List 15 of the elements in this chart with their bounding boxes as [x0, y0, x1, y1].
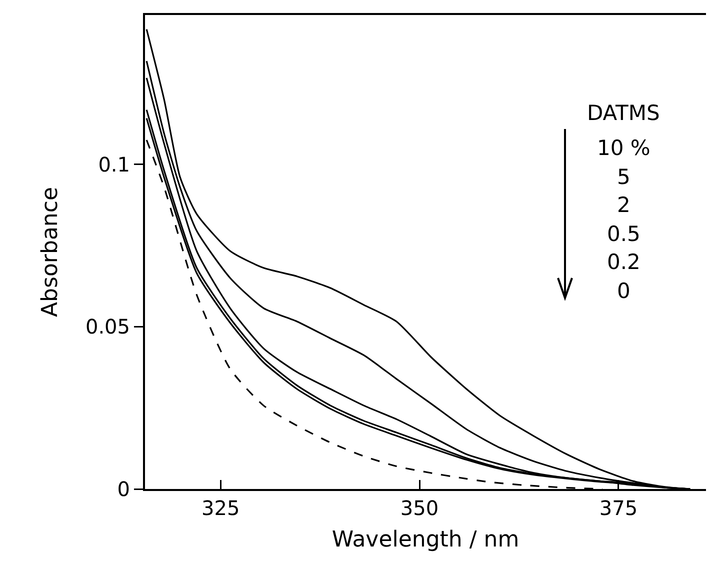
annotation: 0.5 [607, 222, 640, 246]
x-tick-label: 350 [400, 496, 439, 520]
x-axis-title: Wavelength / nm [332, 527, 520, 552]
annotation: 0 [617, 279, 630, 303]
y-tick-label: 0.05 [85, 314, 130, 339]
y-axis-title: Absorbance [38, 186, 63, 318]
y-tick-label: 0.1 [98, 152, 130, 176]
annotation: 5 [617, 165, 630, 189]
annotation: 2 [617, 193, 630, 217]
x-tick-label: 375 [599, 496, 638, 520]
x-tick-label: 325 [202, 496, 240, 520]
annotation: 10 % [597, 136, 650, 160]
y-tick-label: 0 [117, 477, 130, 501]
annotation: DATMS [587, 101, 660, 125]
annotation: 0.2 [607, 250, 640, 274]
